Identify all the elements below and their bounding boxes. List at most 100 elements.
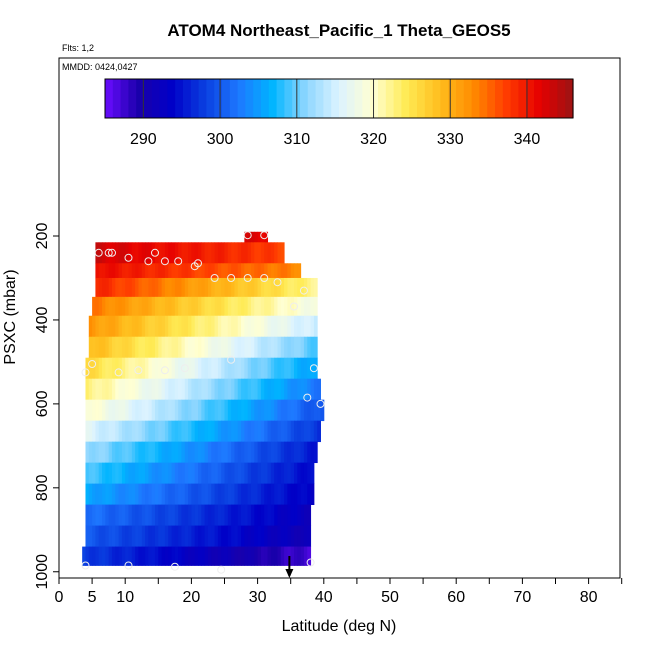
- heatmap-cell: [151, 357, 156, 380]
- heatmap-cell: [280, 504, 285, 526]
- sample-point: [227, 274, 236, 282]
- heatmap-cell: [277, 263, 282, 279]
- heatmap-cell: [227, 277, 232, 298]
- heatmap-cell: [88, 399, 93, 422]
- heatmap-cell: [151, 277, 156, 298]
- colorbar-cell: [557, 79, 566, 118]
- heatmap-cell: [257, 378, 262, 401]
- heatmap-cell: [138, 315, 143, 338]
- heatmap-cell: [125, 420, 130, 443]
- heatmap-cell: [92, 378, 96, 401]
- heatmap-cell: [92, 525, 96, 547]
- heatmap-cell: [211, 357, 216, 380]
- heatmap-cell: [95, 504, 100, 526]
- heatmap-cell: [221, 441, 225, 464]
- heatmap-cell: [125, 263, 130, 279]
- heatmap-cell: [290, 378, 295, 401]
- heatmap-cell: [148, 242, 153, 264]
- heatmap-cell: [95, 546, 100, 566]
- heatmap-cell: [131, 483, 136, 505]
- heatmap-cell: [307, 420, 312, 443]
- heatmap-cell: [290, 336, 295, 359]
- heatmap-cell: [125, 315, 130, 338]
- heatmap-cell: [161, 357, 166, 380]
- heatmap-cell: [310, 483, 315, 505]
- marker-arrow-head: [285, 569, 294, 578]
- heatmap-cell: [188, 378, 192, 401]
- heatmap-cell: [280, 357, 285, 380]
- heatmap-cell: [151, 296, 156, 317]
- heatmap-cell: [92, 399, 96, 422]
- heatmap-cell: [307, 462, 312, 485]
- heatmap-cell: [247, 504, 252, 526]
- heatmap-cell: [290, 483, 295, 505]
- heatmap-cell: [178, 378, 182, 401]
- heatmap-cell: [227, 525, 232, 547]
- heatmap-cell: [111, 546, 116, 566]
- heatmap-cell: [280, 277, 285, 298]
- heatmap-cell: [267, 277, 272, 298]
- heatmap-cell: [108, 357, 113, 380]
- heatmap-cell: [118, 378, 123, 401]
- heatmap-cell: [214, 315, 219, 338]
- heatmap-cell: [184, 546, 189, 566]
- heatmap-cell: [231, 296, 235, 317]
- heatmap-cell: [168, 296, 173, 317]
- heatmap-cell: [217, 336, 222, 359]
- heatmap-cell: [310, 441, 315, 464]
- heatmap-cell: [204, 483, 209, 505]
- heatmap-cell: [118, 315, 123, 338]
- heatmap-cell: [260, 525, 265, 547]
- heatmap-cell: [178, 525, 182, 547]
- x-tick-label: 60: [447, 589, 465, 606]
- heatmap-cell: [178, 296, 182, 317]
- heatmap-cell: [280, 546, 285, 566]
- heatmap-cell: [247, 296, 252, 317]
- heatmap-cell: [310, 296, 315, 317]
- heatmap-cell: [85, 399, 90, 422]
- heatmap-cell: [294, 462, 298, 485]
- y-axis-label: PSXC (mbar): [2, 269, 19, 364]
- heatmap-cell: [98, 277, 103, 298]
- heatmap-cell: [95, 315, 100, 338]
- heatmap-cell: [105, 263, 110, 279]
- heatmap-cell: [135, 399, 139, 422]
- heatmap-cell: [244, 483, 249, 505]
- heatmap-cell: [131, 462, 136, 485]
- heatmap-cell: [231, 546, 235, 566]
- heatmap-cell: [267, 336, 272, 359]
- colorbar-cell: [346, 79, 356, 118]
- heatmap-cell: [290, 441, 295, 464]
- heatmap-cell: [128, 441, 133, 464]
- heatmap-cell: [267, 420, 272, 443]
- heatmap-cell: [284, 483, 288, 505]
- heatmap-cell: [264, 357, 269, 380]
- heatmap-cell: [224, 525, 229, 547]
- heatmap-cell: [108, 546, 113, 566]
- heatmap-cell: [247, 525, 252, 547]
- heatmap-cell: [234, 525, 239, 547]
- heatmap-cell: [168, 315, 173, 338]
- heatmap-cell: [250, 263, 255, 279]
- heatmap-cell: [247, 231, 252, 243]
- heatmap-cell: [141, 462, 146, 485]
- heatmap-cell: [264, 242, 269, 264]
- heatmap-cell: [234, 504, 239, 526]
- heatmap-cell: [224, 399, 229, 422]
- heatmap-cell: [277, 420, 282, 443]
- heatmap-cell: [237, 525, 242, 547]
- heatmap-cell: [303, 399, 308, 422]
- heatmap-cell: [145, 242, 149, 264]
- heatmap-cell: [297, 357, 302, 380]
- colorbar-cell: [120, 79, 129, 118]
- heatmap-cell: [138, 263, 143, 279]
- heatmap-cell: [154, 296, 159, 317]
- heatmap-cell: [241, 462, 245, 485]
- heatmap-cell: [171, 420, 176, 443]
- heatmap-cell: [241, 399, 245, 422]
- heatmap-cell: [115, 420, 120, 443]
- x-tick-label: 20: [183, 589, 201, 606]
- heatmap-cell: [151, 420, 156, 443]
- heatmap-cell: [85, 546, 90, 566]
